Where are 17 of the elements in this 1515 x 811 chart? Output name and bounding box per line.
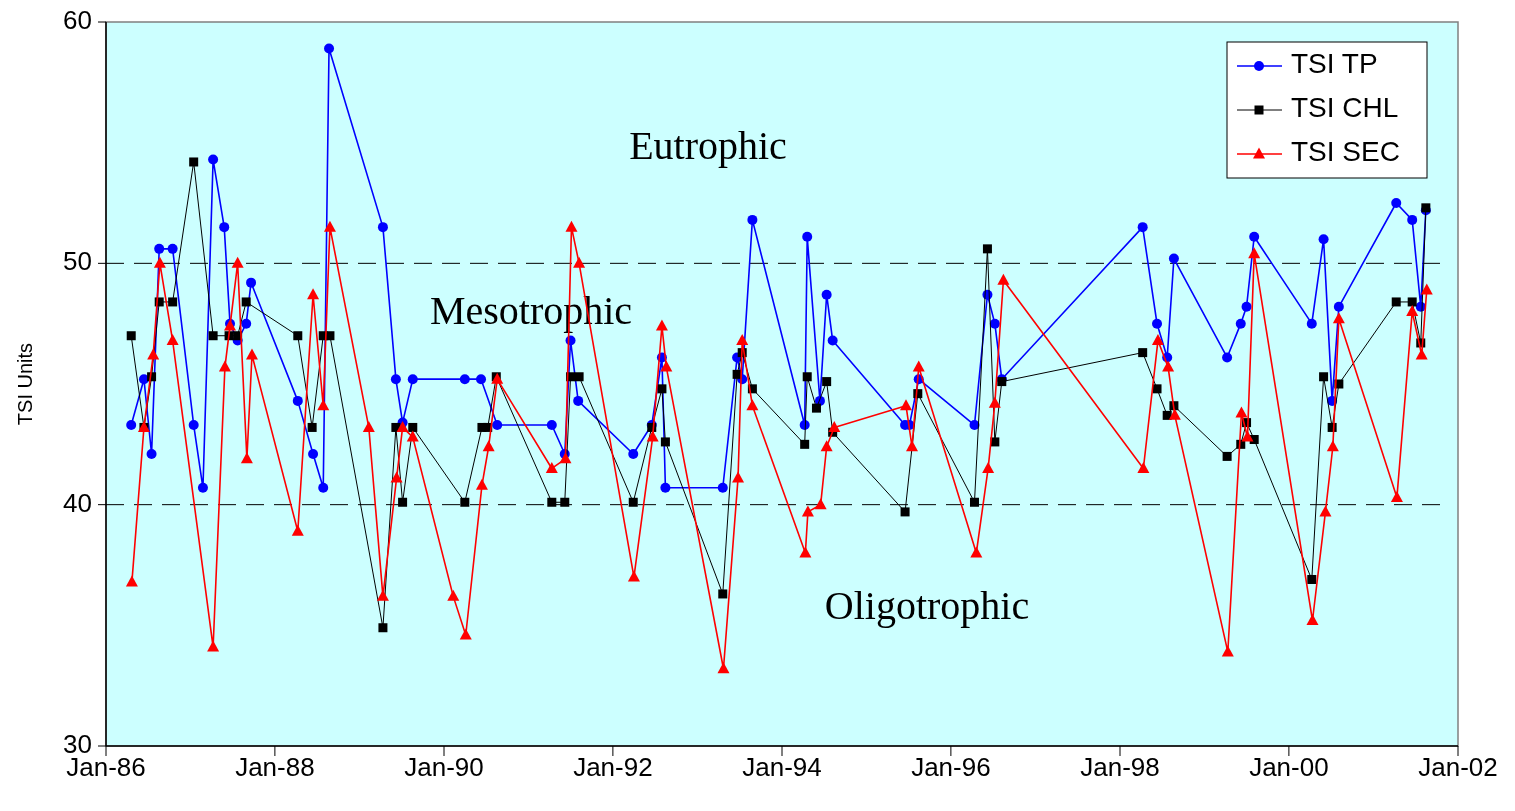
legend-label: TSI CHL [1291, 92, 1399, 124]
y-tick-label: 60 [63, 4, 92, 35]
x-tick-label: Jan-88 [235, 752, 315, 782]
x-tick-label: Jan-00 [1249, 752, 1329, 782]
y-axis-title: TSI Units [14, 342, 36, 426]
x-tick-label: Jan-92 [573, 752, 653, 782]
x-tick-label: Jan-96 [911, 752, 991, 782]
legend-label: TSI TP [1291, 48, 1378, 80]
y-tick-label: 40 [63, 487, 92, 518]
x-tick-label: Jan-98 [1080, 752, 1160, 782]
x-tick-label: Jan-90 [404, 752, 484, 782]
annotation: Oligotrophic [824, 583, 1030, 629]
legend-label: TSI SEC [1291, 136, 1400, 168]
x-tick-label: Jan-02 [1418, 752, 1498, 782]
x-tick-label: Jan-94 [742, 752, 822, 782]
annotation: Eutrophic [629, 123, 787, 169]
y-tick-label: 50 [63, 246, 92, 277]
